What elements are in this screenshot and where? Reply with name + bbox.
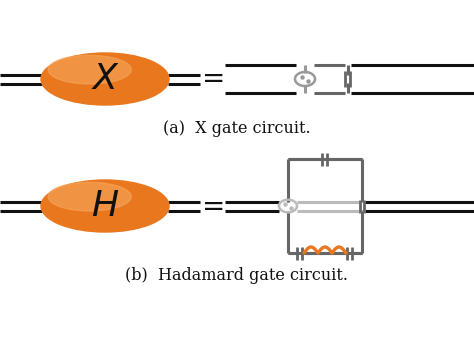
Text: $=$: $=$	[196, 65, 224, 92]
Ellipse shape	[48, 55, 131, 84]
Ellipse shape	[41, 180, 169, 232]
Text: (b)  Hadamard gate circuit.: (b) Hadamard gate circuit.	[126, 267, 348, 285]
Ellipse shape	[41, 53, 169, 105]
Text: $\mathit{X}$: $\mathit{X}$	[91, 62, 119, 96]
Text: $=$: $=$	[196, 192, 224, 219]
Ellipse shape	[48, 182, 131, 211]
Text: (a)  X gate circuit.: (a) X gate circuit.	[163, 120, 311, 138]
Text: $\mathit{H}$: $\mathit{H}$	[91, 189, 119, 223]
